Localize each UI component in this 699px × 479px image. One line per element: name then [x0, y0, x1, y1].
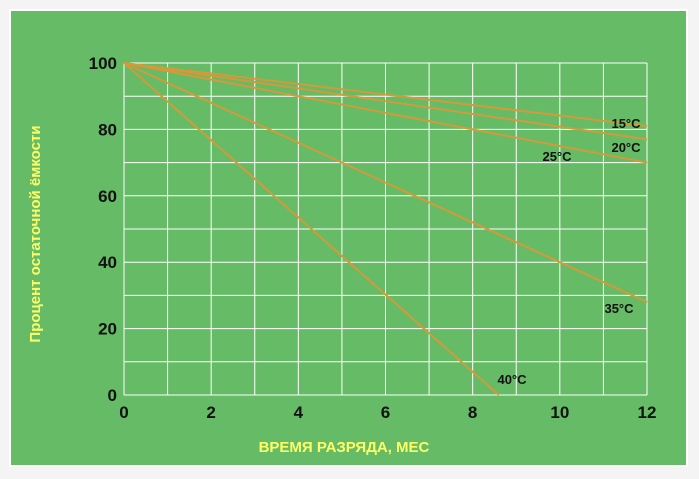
y-tick-label: 40 [98, 253, 117, 272]
x-tick-label: 10 [550, 403, 569, 422]
series-line [123, 62, 648, 164]
series-label: 40°C [497, 372, 527, 387]
y-axis-ticks: 0 20 40 60 80 100 [89, 54, 117, 405]
series-label: 25°C [542, 149, 572, 164]
x-tick-label: 6 [381, 403, 390, 422]
chart-panel [9, 9, 688, 467]
y-axis-title: Процент остаточной ёмкости [27, 125, 44, 342]
series-line [123, 62, 648, 128]
series-label: 35°C [604, 301, 634, 316]
series-line [123, 62, 648, 141]
y-tick-label: 60 [98, 187, 117, 206]
x-tick-label: 8 [468, 403, 477, 422]
x-tick-label: 4 [294, 403, 304, 422]
y-tick-label: 20 [98, 320, 117, 339]
series-labels: 15°C 20°C 25°C 35°C 40°C [497, 116, 641, 387]
series-line [123, 62, 648, 303]
y-tick-label: 0 [108, 386, 117, 405]
x-tick-label: 0 [119, 403, 128, 422]
x-tick-label: 12 [638, 403, 657, 422]
y-tick-label: 100 [89, 54, 117, 73]
series-label: 20°C [611, 140, 641, 155]
grid [123, 62, 648, 396]
series-lines [123, 62, 648, 396]
x-tick-label: 2 [206, 403, 215, 422]
y-tick-label: 80 [98, 120, 117, 139]
series-line [123, 62, 500, 396]
x-axis-title: ВРЕМЯ РАЗРЯДА, МЕС [259, 439, 430, 456]
series-label: 15°C [611, 116, 641, 131]
x-axis-ticks: 0 2 4 6 8 10 12 [119, 403, 656, 422]
